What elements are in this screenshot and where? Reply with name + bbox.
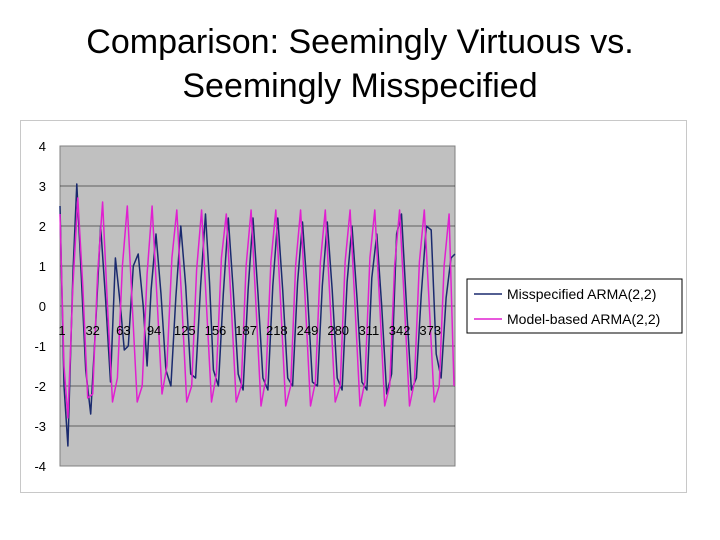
y-tick-1: 1	[39, 259, 46, 274]
x-axis-tick-labels: 1 32 63 94 125 156 187 218 249 280 311 342 373	[58, 323, 441, 338]
gridlines	[60, 185, 455, 427]
slide-title: Comparison: Seemingly Virtuous vs. Seemi…	[0, 20, 720, 108]
legend-label-model-based: Model-based ARMA(2,2)	[507, 311, 660, 327]
y-tick-4: -4	[34, 459, 46, 474]
y-axis-tick-labels: 4 3 2 1 0 -1 -2 -3 -4	[34, 139, 46, 474]
legend-label-misspecified: Misspecified ARMA(2,2)	[507, 286, 656, 302]
slide-title-line-2: Seemingly Misspecified	[182, 67, 538, 105]
x-tick-32: 32	[85, 323, 99, 338]
y-tick-0: 0	[39, 299, 46, 314]
x-tick-125: 125	[174, 323, 196, 338]
y-tick-1: -1	[34, 339, 46, 354]
x-tick-156: 156	[205, 323, 227, 338]
series-line-model-based-arma-2-2	[59, 197, 455, 419]
x-tick-1: 1	[58, 323, 65, 338]
x-tick-218: 218	[266, 323, 288, 338]
x-tick-280: 280	[327, 323, 349, 338]
x-tick-187: 187	[235, 323, 257, 338]
x-tick-342: 342	[389, 323, 411, 338]
y-tick-4: 4	[39, 139, 46, 154]
legend: Misspecified ARMA(2,2) Model-based ARMA(…	[466, 278, 683, 334]
x-tick-63: 63	[116, 323, 130, 338]
x-tick-373: 373	[419, 323, 441, 338]
legend-box	[466, 278, 683, 334]
x-tick-311: 311	[359, 323, 380, 338]
y-tick-2: -2	[34, 379, 46, 394]
series-lines	[59, 183, 456, 447]
y-tick-2: 2	[39, 219, 46, 234]
slide-title-line-1: Comparison: Seemingly Virtuous vs.	[86, 23, 634, 61]
x-tick-94: 94	[147, 323, 161, 338]
x-tick-249: 249	[297, 323, 319, 338]
series-line-misspecified-arma-2-2	[59, 183, 456, 447]
y-tick-3: -3	[34, 419, 46, 434]
y-tick-3: 3	[39, 179, 46, 194]
